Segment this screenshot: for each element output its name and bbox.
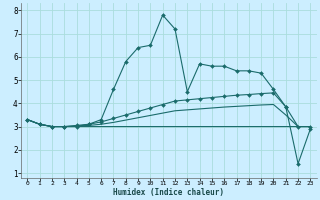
X-axis label: Humidex (Indice chaleur): Humidex (Indice chaleur)	[113, 188, 224, 197]
